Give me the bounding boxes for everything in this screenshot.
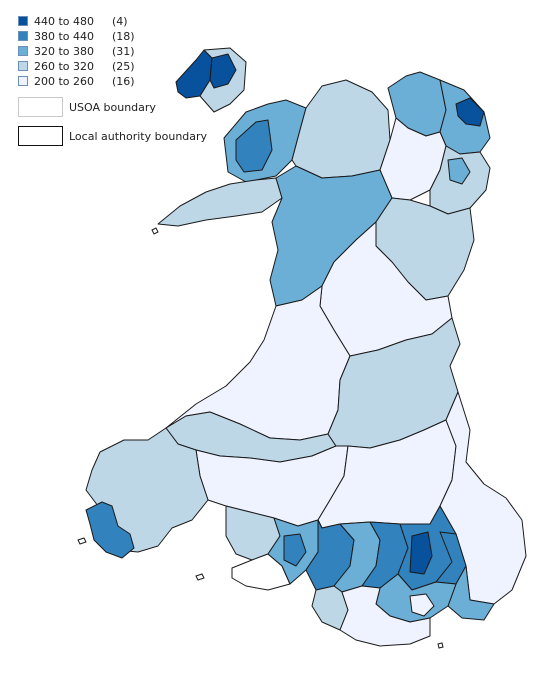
region-pembrokeshire-west [85, 501, 135, 559]
legend-label: 320 to 380 [34, 44, 95, 58]
island-skomer [77, 537, 87, 545]
legend-count: (25) [112, 59, 135, 73]
region-anglesey-core [209, 53, 237, 89]
local-authority-boundary-label: Local authority boundary [69, 129, 208, 143]
legend-usoa-boundary: USOA boundary [18, 97, 207, 117]
legend-label: 440 to 480 [34, 14, 95, 28]
legend-count: (18) [112, 29, 135, 43]
legend-count: (4) [112, 14, 128, 28]
region-lleyn [157, 177, 283, 227]
map-legend: 440 to 480 (4) 380 to 440 (18) 320 to 38… [18, 14, 207, 146]
legend-swatch [18, 16, 28, 26]
legend-row: 260 to 320 (25) [18, 59, 207, 73]
legend-label: 380 to 440 [34, 29, 95, 43]
legend-swatch [18, 46, 28, 56]
island-bardsey [151, 227, 159, 235]
legend-row: 380 to 440 (18) [18, 29, 207, 43]
legend-swatch [18, 76, 28, 86]
legend-row: 440 to 480 (4) [18, 14, 207, 28]
region-flint-dark [455, 97, 485, 127]
region-swansea-dark [283, 533, 307, 567]
island-caldey [195, 573, 205, 581]
legend-label: 200 to 260 [34, 74, 95, 88]
legend-count: (16) [112, 74, 135, 88]
region-newport [447, 565, 495, 621]
region-wrexham-core [447, 157, 471, 185]
region-blaenau-gwent [409, 531, 433, 575]
legend-swatch [18, 61, 28, 71]
island-flat-holm [437, 642, 444, 649]
legend-row: 200 to 260 (16) [18, 74, 207, 88]
region-cardiff-core [409, 593, 435, 617]
legend-swatch [18, 31, 28, 41]
legend-count: (31) [112, 44, 135, 58]
usoa-boundary-swatch [18, 97, 63, 117]
region-conwy [291, 79, 391, 179]
usoa-boundary-label: USOA boundary [69, 100, 156, 114]
legend-row: 320 to 380 (31) [18, 44, 207, 58]
legend-local-authority-boundary: Local authority boundary [18, 126, 207, 146]
local-authority-boundary-swatch [18, 126, 63, 146]
region-vale-of-glamorgan [339, 585, 431, 647]
region-gwynedd-bangor [235, 119, 273, 173]
legend-label: 260 to 320 [34, 59, 95, 73]
